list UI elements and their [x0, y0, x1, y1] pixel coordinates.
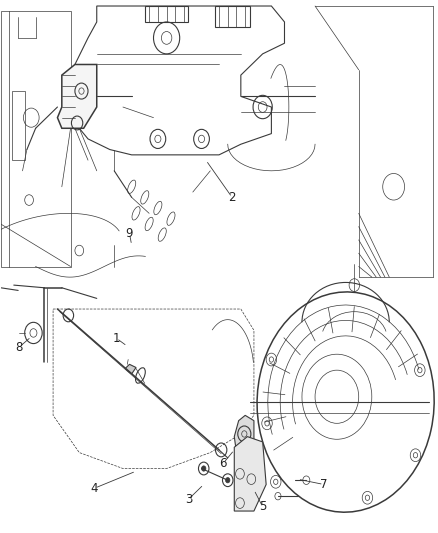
- Polygon shape: [125, 365, 136, 374]
- Text: 2: 2: [228, 191, 236, 204]
- Text: 4: 4: [91, 482, 98, 495]
- Text: 1: 1: [113, 332, 120, 345]
- Polygon shape: [57, 64, 97, 128]
- Text: 6: 6: [219, 457, 227, 470]
- Text: 9: 9: [126, 227, 133, 240]
- Circle shape: [226, 478, 230, 483]
- Text: 5: 5: [259, 500, 266, 513]
- Polygon shape: [234, 415, 254, 458]
- Text: 7: 7: [320, 478, 328, 491]
- Text: 3: 3: [185, 493, 192, 506]
- Polygon shape: [234, 437, 266, 511]
- Text: 8: 8: [15, 341, 23, 354]
- Circle shape: [201, 466, 206, 471]
